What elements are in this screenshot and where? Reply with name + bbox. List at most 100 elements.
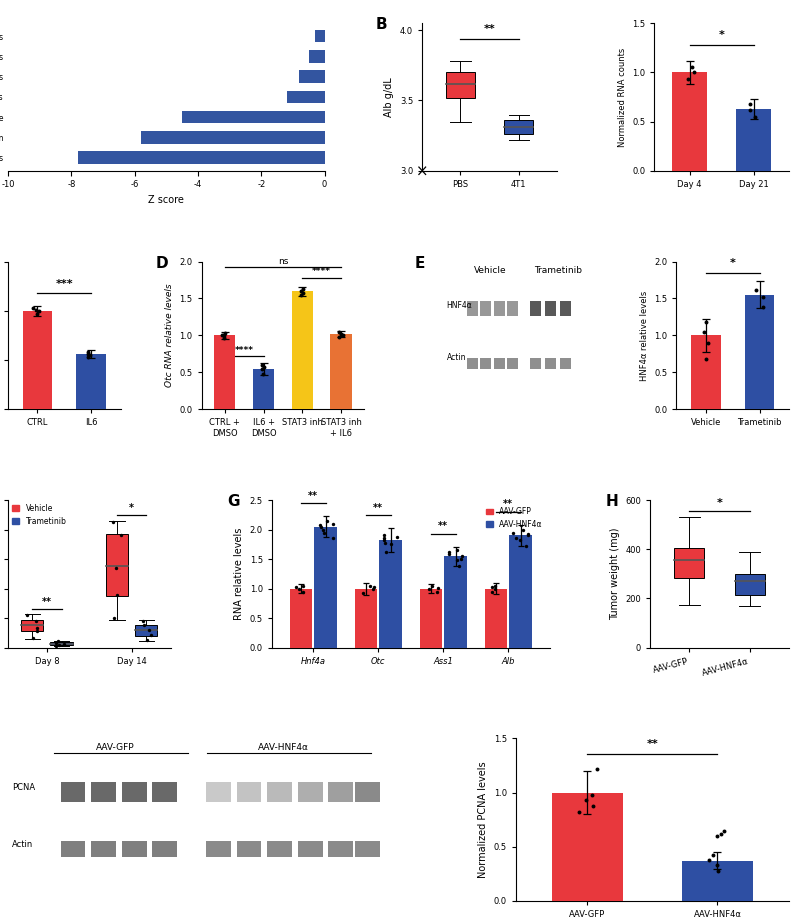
Bar <box>480 301 492 316</box>
Text: ****: **** <box>234 346 253 355</box>
Point <box>456 549 469 564</box>
Point <box>489 581 501 596</box>
Bar <box>289 589 312 648</box>
Point <box>297 578 310 593</box>
Bar <box>122 841 147 857</box>
Text: **: ** <box>646 739 658 748</box>
Point <box>391 529 403 544</box>
Text: **: ** <box>484 24 496 34</box>
Point <box>296 282 309 297</box>
Y-axis label: Normalized RNA counts: Normalized RNA counts <box>618 47 626 147</box>
X-axis label: Z score: Z score <box>148 195 184 205</box>
Bar <box>559 301 571 316</box>
Point <box>485 585 498 600</box>
Bar <box>183 111 324 124</box>
Legend: AAV-GFP, AAV-HNF4α: AAV-GFP, AAV-HNF4α <box>482 504 546 532</box>
Text: PCNA: PCNA <box>12 783 35 792</box>
Point <box>317 522 330 537</box>
Point <box>52 634 65 649</box>
Bar <box>545 358 556 370</box>
Bar <box>22 620 43 631</box>
Text: **: ** <box>308 491 318 501</box>
Point <box>115 528 128 542</box>
Point <box>82 345 95 359</box>
Point <box>140 633 153 648</box>
Point <box>289 580 302 595</box>
Text: E: E <box>415 256 426 271</box>
Point <box>108 611 120 626</box>
Point <box>29 614 42 628</box>
Point <box>295 284 308 298</box>
Point <box>520 539 533 553</box>
Bar <box>328 841 353 857</box>
Legend: Vehicle, Trametinib: Vehicle, Trametinib <box>12 504 66 526</box>
Point <box>356 586 369 601</box>
Point <box>218 330 231 345</box>
Text: HNF4α: HNF4α <box>446 301 473 310</box>
Point <box>336 327 349 342</box>
Point <box>145 628 158 643</box>
Point <box>685 60 698 75</box>
Bar <box>152 783 177 802</box>
Point <box>49 636 62 650</box>
Bar <box>735 574 765 595</box>
Point <box>572 805 585 820</box>
Text: **: ** <box>438 521 448 531</box>
Point <box>756 289 769 304</box>
Point <box>591 761 603 776</box>
Point <box>702 852 715 867</box>
Text: *: * <box>730 258 736 268</box>
Point <box>137 614 150 628</box>
Point <box>30 624 43 638</box>
Bar <box>355 783 380 802</box>
Point <box>744 96 756 111</box>
Y-axis label: HNF4α relative levels: HNF4α relative levels <box>639 290 649 381</box>
Bar <box>91 841 116 857</box>
Text: *: * <box>129 503 134 513</box>
Point <box>320 514 333 529</box>
Point <box>332 330 345 345</box>
Point <box>258 359 271 374</box>
Point <box>706 848 719 863</box>
Point <box>367 580 380 595</box>
Point <box>27 300 40 315</box>
Point <box>485 580 498 595</box>
Point <box>744 103 756 117</box>
Point <box>318 525 331 540</box>
Point <box>315 519 328 534</box>
Point <box>30 307 43 322</box>
Text: **: ** <box>503 500 513 509</box>
Point <box>215 328 228 343</box>
Point <box>379 535 391 550</box>
Point <box>517 522 530 537</box>
Y-axis label: Alb g/dL: Alb g/dL <box>384 77 395 116</box>
Point <box>327 531 340 546</box>
Point <box>422 582 435 597</box>
Bar <box>122 783 147 802</box>
Point <box>313 517 326 532</box>
Bar <box>267 783 292 802</box>
Point <box>27 631 40 646</box>
Point <box>110 561 123 576</box>
Point <box>700 352 713 367</box>
Point <box>432 580 445 595</box>
Point <box>430 584 443 599</box>
Point <box>21 608 33 623</box>
Bar <box>77 354 106 409</box>
Point <box>378 533 391 548</box>
Point <box>688 65 701 79</box>
Point <box>57 637 70 651</box>
Point <box>138 618 151 633</box>
Point <box>453 559 465 574</box>
Point <box>50 638 63 653</box>
Point <box>385 537 398 552</box>
Bar <box>91 783 116 802</box>
Bar <box>507 358 518 370</box>
Text: ****: **** <box>312 267 332 276</box>
Bar <box>77 152 324 164</box>
Point <box>443 547 456 562</box>
Point <box>443 544 456 559</box>
Point <box>586 787 599 802</box>
Point <box>33 303 45 318</box>
Point <box>509 531 522 546</box>
